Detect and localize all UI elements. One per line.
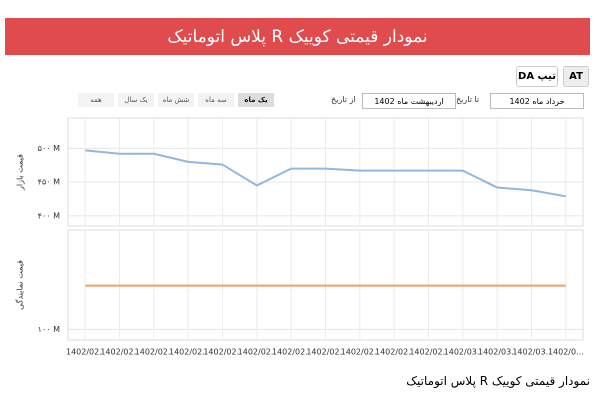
x-tick-label: 1402/0...: [548, 348, 584, 357]
y-tick-label: ۴۰۰ M: [38, 211, 60, 220]
x-tick-label: 1402/02..: [100, 348, 138, 357]
y-tick-label: ۱۰۰ M: [38, 325, 60, 334]
x-tick-label: 1402/03..: [512, 348, 550, 357]
caption: نمودار قیمتی کوییک R پلاس اتوماتیک: [406, 374, 590, 388]
da-button[interactable]: تیپ DA: [516, 66, 558, 87]
to-date[interactable]: خرداد ماه 1402: [490, 93, 584, 109]
x-tick-label: 1402/02..: [409, 348, 447, 357]
x-tick-label: 1402/02..: [375, 348, 413, 357]
range-button[interactable]: سه ماه: [198, 93, 234, 107]
x-tick-label: 1402/02..: [306, 348, 344, 357]
x-tick-label: 1402/03..: [444, 348, 482, 357]
to-label: تا تاریخ: [456, 95, 480, 104]
x-tick-label: 1402/02..: [135, 348, 173, 357]
x-tick-label: 1402/02..: [169, 348, 207, 357]
x-tick-label: 1402/02..: [66, 348, 104, 357]
y-tick-label: ۵۰۰ M: [38, 144, 60, 153]
y-axis-label: قیمت بازار: [16, 154, 25, 191]
x-tick-label: 1402/02..: [238, 348, 276, 357]
at-button[interactable]: AT: [563, 66, 589, 87]
range-button[interactable]: همه: [78, 93, 114, 107]
y-tick-label: ۴۵۰ M: [38, 178, 60, 187]
x-tick-label: 1402/02..: [341, 348, 379, 357]
chart: قیمت بازار قیمت نمایندگی ۴۰۰ M ۴۵۰ M ۵۰۰ M…: [15, 117, 584, 357]
y2-axis-label: قیمت نمایندگی: [15, 260, 25, 310]
range-button[interactable]: یک ماه: [238, 93, 274, 107]
series-line: [85, 149, 567, 198]
range-button[interactable]: یک سال: [118, 93, 154, 107]
x-tick-label: 1402/02..: [272, 348, 310, 357]
from-date[interactable]: اردیبهشت ماه 1402: [362, 93, 456, 109]
x-tick-label: 1402/02..: [203, 348, 241, 357]
header-title: نمودار قیمتی کوییک R پلاس اتوماتیک: [5, 18, 590, 55]
x-tick-label: 1402/03..: [478, 348, 516, 357]
from-label: از تاریخ: [331, 95, 356, 104]
range-button[interactable]: شش ماه: [158, 93, 194, 107]
